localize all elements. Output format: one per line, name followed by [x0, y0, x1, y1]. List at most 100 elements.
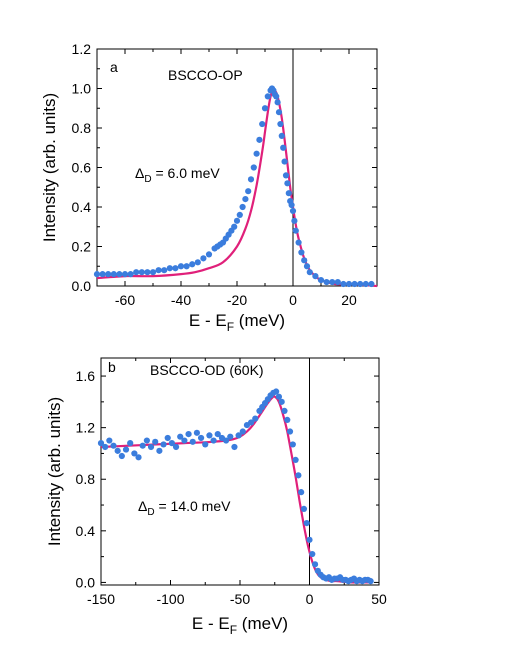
data-point: [275, 393, 283, 400]
data-point: [281, 407, 288, 414]
data-point: [161, 267, 168, 274]
data-point: [99, 271, 106, 278]
data-point: [236, 211, 243, 218]
data-point: [97, 440, 105, 447]
data-point: [311, 561, 319, 568]
fit-curve: [100, 395, 373, 584]
data-point: [189, 438, 196, 445]
x-tick-label: 0: [306, 591, 314, 607]
data-point: [274, 99, 281, 106]
data-point: [133, 269, 140, 276]
data-point: [200, 255, 207, 262]
data-point: [275, 109, 283, 116]
data-point: [303, 263, 311, 270]
data-point: [284, 180, 291, 187]
data-point: [93, 271, 101, 278]
data-point: [210, 437, 217, 444]
data-point: [185, 430, 192, 438]
data-point: [205, 251, 213, 258]
data-point: [303, 519, 310, 527]
data-point: [261, 105, 269, 112]
data-point: [197, 434, 205, 442]
data-point: [106, 437, 113, 444]
x-tick-label: -60: [115, 292, 135, 308]
data-point: [193, 429, 201, 436]
data-point: [289, 441, 296, 448]
data-point: [189, 261, 196, 268]
data-point: [340, 280, 347, 288]
data-point: [110, 271, 117, 278]
data-point: [242, 196, 249, 203]
data-point: [282, 172, 290, 179]
data-point: [334, 278, 341, 286]
data-point: [248, 419, 255, 426]
data-point: [233, 217, 241, 224]
data-point: [317, 276, 325, 284]
data-point: [280, 144, 287, 151]
x-tick-label: 20: [341, 292, 357, 308]
data-point: [114, 447, 121, 454]
x-tick-label: -40: [171, 292, 191, 308]
data-point: [231, 223, 238, 230]
y-tick-label: 1.2: [76, 420, 96, 436]
chart-panel-b: -150 -100 -50 0 50 0.0 0.4 0.8 1.2 1.6 b BSCCO-OD (…: [45, 357, 387, 637]
data-point: [172, 265, 179, 272]
data-point: [122, 446, 130, 453]
y-tick-label: 0.8: [76, 471, 96, 487]
data-point: [156, 447, 163, 454]
data-point: [227, 433, 234, 440]
plot-frame: [100, 357, 380, 586]
data-point: [110, 442, 117, 449]
data-point: [183, 263, 190, 270]
data-point: [289, 207, 297, 215]
data-point: [292, 456, 299, 463]
data-point: [278, 398, 285, 405]
data-point: [118, 452, 125, 460]
data-point: [285, 190, 292, 197]
panel-title: BSCCO-OP: [168, 67, 243, 83]
panel-title: BSCCO-OD (60K): [150, 362, 264, 378]
x-tick-label: -150: [87, 591, 115, 607]
x-tick-label: -20: [227, 292, 247, 308]
panel-label: a: [110, 59, 118, 75]
data-point: [135, 454, 142, 461]
data-point: [259, 120, 266, 128]
data-point: [306, 536, 313, 543]
data-point: [306, 269, 313, 276]
data-point: [149, 269, 157, 276]
data-point: [362, 280, 369, 288]
chart-panel-a: -60 -40 -20 0 20 0.0 0.2 0.4 0.6 0.8 1.0 1.2 a BSCCO-…: [40, 41, 378, 334]
data-point: [181, 437, 188, 444]
data-point: [367, 578, 374, 585]
gap-annotation: ΔD = 14.0 meV: [138, 498, 231, 518]
data-point: [116, 271, 123, 278]
data-point: [284, 416, 291, 424]
data-point: [295, 239, 302, 246]
data-point: [278, 132, 285, 139]
data-point: [147, 443, 155, 451]
x-axis-title: E - EF (meV): [192, 614, 288, 637]
data-point: [329, 278, 336, 286]
data-point: [239, 428, 246, 435]
data-point: [273, 93, 280, 100]
data-point: [144, 269, 151, 276]
data-point: [288, 201, 295, 209]
data-point: [277, 120, 284, 128]
data-point: [155, 267, 162, 274]
fit-curve: [96, 89, 378, 288]
data-point: [143, 437, 150, 444]
data-point: [298, 489, 305, 496]
data-point: [138, 269, 145, 276]
x-axis-title: E - EF (meV): [189, 311, 285, 334]
data-point: [264, 93, 271, 100]
data-point: [286, 428, 294, 435]
y-tick-label: 1.6: [76, 368, 96, 384]
y-tick-label: 0.6: [72, 160, 92, 176]
gap-annotation: ΔD = 6.0 meV: [135, 165, 220, 185]
panel-label: b: [108, 359, 116, 375]
data-point: [152, 438, 159, 445]
data-point: [206, 432, 213, 439]
data-point: [214, 430, 221, 438]
data-point: [105, 271, 112, 278]
